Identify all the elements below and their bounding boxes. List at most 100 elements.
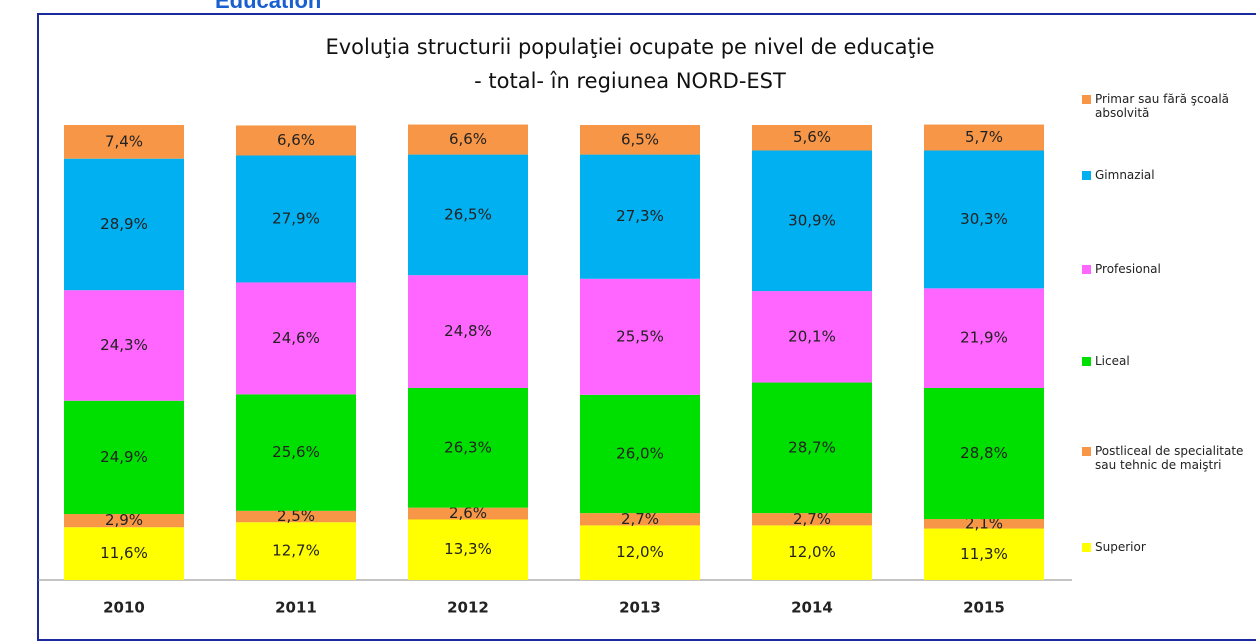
bar-segment: [408, 387, 528, 508]
data-label: 28,9%: [100, 215, 148, 233]
bar-segment: [236, 394, 356, 511]
bar-segment: [580, 125, 700, 155]
bar-segment: [924, 387, 1044, 520]
legend-item: Liceal: [1082, 354, 1254, 368]
bar-segment: [924, 124, 1044, 151]
x-tick-label: 2013: [619, 599, 661, 617]
data-label: 2,6%: [449, 504, 487, 522]
legend-swatch: [1082, 543, 1091, 552]
bar-segment: [752, 291, 872, 383]
chart-subtitle: - total- în regiunea NORD-EST: [474, 69, 786, 93]
legend-item: Profesional: [1082, 262, 1254, 276]
legend-swatch: [1082, 265, 1091, 274]
legend-item: Gimnazial: [1082, 168, 1254, 182]
bar-segment: [236, 522, 356, 580]
data-label: 13,3%: [444, 540, 492, 558]
bar-segment: [752, 525, 872, 580]
x-tick-label: 2011: [275, 599, 317, 617]
bar-segment: [64, 125, 184, 159]
bar-segment: [580, 394, 700, 514]
legend-label: Gimnazial: [1095, 168, 1155, 182]
frame: [37, 13, 1256, 641]
legend-item: Superior: [1082, 540, 1254, 554]
legend-label: Primar sau fără şcoală absolvită: [1095, 92, 1230, 120]
data-label: 6,6%: [277, 131, 315, 149]
bar-segment: [408, 124, 528, 155]
bar-segment: [236, 510, 356, 523]
data-label: 26,0%: [616, 444, 664, 462]
legend-swatch: [1082, 95, 1091, 104]
chart-title: Evoluţia structurii populaţiei ocupate p…: [325, 35, 934, 59]
bar-segment: [752, 513, 872, 526]
bar-segment: [752, 382, 872, 514]
data-label: 26,3%: [444, 438, 492, 456]
bar-segment: [924, 519, 1044, 529]
bar-segment: [924, 288, 1044, 388]
data-label: 24,9%: [100, 448, 148, 466]
bar-segment: [580, 278, 700, 395]
data-label: 11,6%: [100, 544, 148, 562]
bar-segment: [64, 158, 184, 291]
legend-item: Primar sau fără şcoală absolvită: [1082, 92, 1254, 120]
data-label: 24,3%: [100, 336, 148, 354]
legend-item: Postliceal de specialitate sau tehnic de…: [1082, 444, 1254, 472]
bar-segment: [64, 290, 184, 401]
bar-segment: [408, 507, 528, 520]
x-tick-label: 2012: [447, 599, 489, 617]
bar-segment: [580, 154, 700, 279]
bar-segment: [924, 528, 1044, 580]
bar-segment: [236, 282, 356, 395]
legend-label: Profesional: [1095, 262, 1161, 276]
data-label: 6,6%: [449, 130, 487, 148]
x-tick-label: 2014: [791, 599, 833, 617]
x-tick-label: 2015: [963, 599, 1005, 617]
bar-segment: [580, 513, 700, 526]
data-label: 25,6%: [272, 443, 320, 461]
data-label: 30,9%: [788, 211, 836, 229]
bar-segment: [64, 514, 184, 528]
data-label: 2,9%: [105, 511, 143, 529]
data-label: 25,5%: [616, 327, 664, 345]
bar-segment: [924, 150, 1044, 289]
data-label: 28,8%: [960, 444, 1008, 462]
legend-label: Postliceal de specialitate sau tehnic de…: [1095, 444, 1244, 472]
data-label: 27,3%: [616, 207, 664, 225]
bar-segment: [580, 525, 700, 580]
bar-segment: [752, 150, 872, 292]
data-label: 2,7%: [793, 510, 831, 528]
bar-segment: [752, 125, 872, 151]
bar-segment: [236, 155, 356, 283]
legend-swatch: [1082, 447, 1091, 456]
data-label: 6,5%: [621, 130, 659, 148]
data-label: 28,7%: [788, 438, 836, 456]
bar-segment: [236, 125, 356, 156]
legend-label: Liceal: [1095, 354, 1130, 368]
data-label: 5,6%: [793, 128, 831, 146]
bar-segment: [408, 275, 528, 388]
data-label: 11,3%: [960, 545, 1008, 563]
data-label: 20,1%: [788, 327, 836, 345]
header: Education: [215, 0, 321, 13]
data-label: 21,9%: [960, 329, 1008, 347]
data-label: 24,6%: [272, 329, 320, 347]
data-label: 24,8%: [444, 322, 492, 340]
legend-label: Superior: [1095, 540, 1146, 554]
data-label: 7,4%: [105, 132, 143, 150]
data-label: 30,3%: [960, 210, 1008, 228]
data-label: 12,0%: [788, 543, 836, 561]
legend-swatch: [1082, 357, 1091, 366]
data-label: 2,5%: [277, 507, 315, 525]
bar-segment: [408, 154, 528, 276]
data-label: 2,7%: [621, 510, 659, 528]
data-label: 5,7%: [965, 128, 1003, 146]
data-label: 27,9%: [272, 209, 320, 227]
bar-segment: [64, 400, 184, 515]
legend-swatch: [1082, 171, 1091, 180]
x-tick-label: 2010: [103, 599, 145, 617]
bar-segment: [408, 519, 528, 580]
data-label: 26,5%: [444, 205, 492, 223]
data-label: 12,7%: [272, 542, 320, 560]
bar-segment: [64, 527, 184, 580]
